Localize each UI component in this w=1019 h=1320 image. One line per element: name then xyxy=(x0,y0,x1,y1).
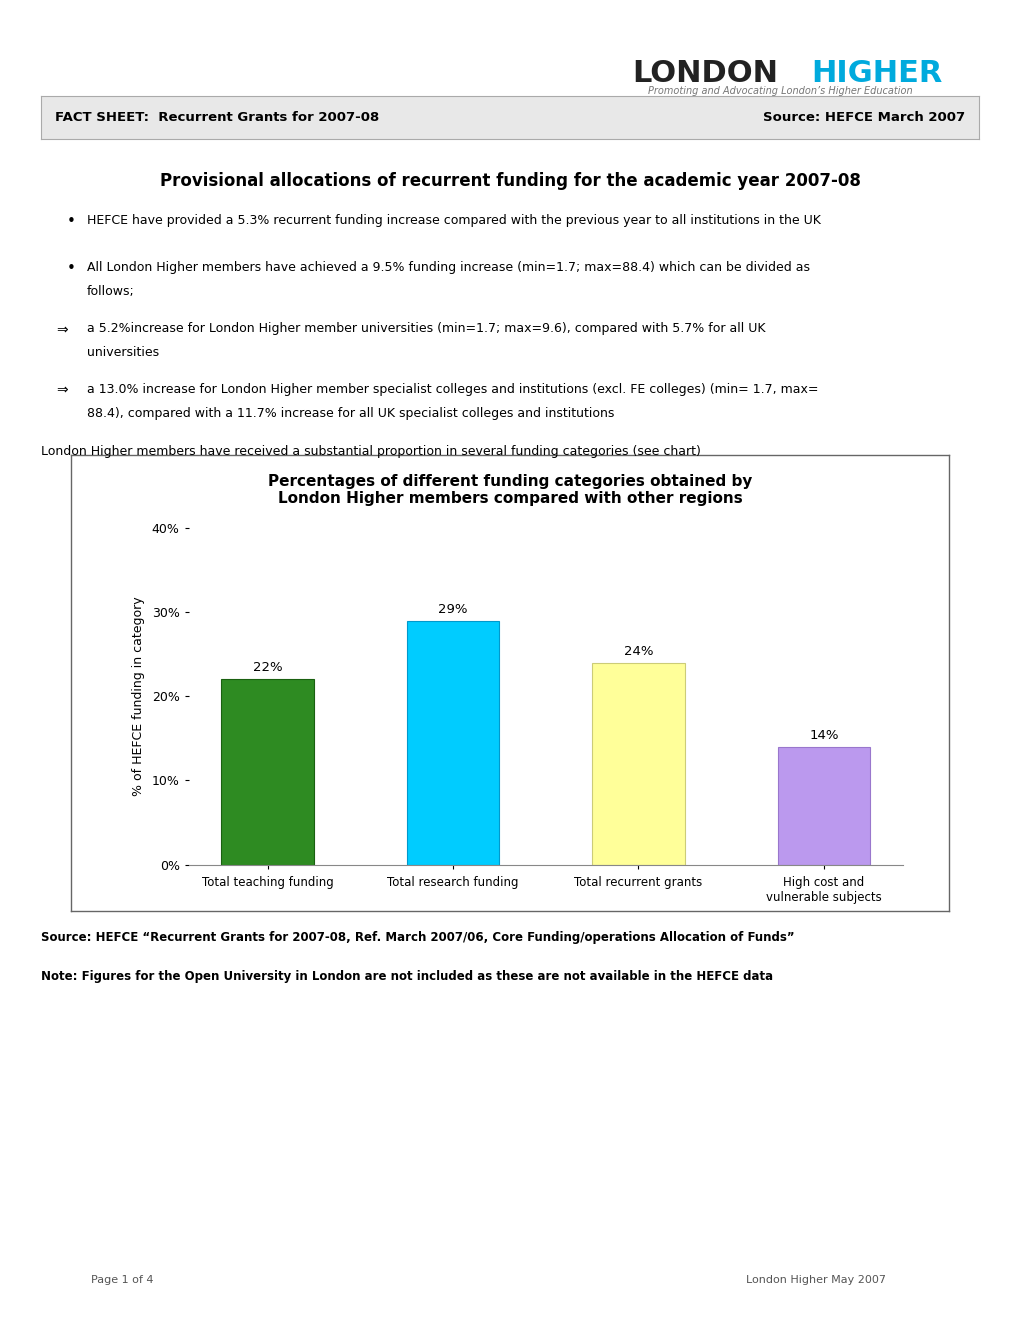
Text: Source: HEFCE March 2007: Source: HEFCE March 2007 xyxy=(762,111,964,124)
Text: FACT SHEET:  Recurrent Grants for 2007-08: FACT SHEET: Recurrent Grants for 2007-08 xyxy=(55,111,379,124)
Y-axis label: % of HEFCE funding in category: % of HEFCE funding in category xyxy=(131,597,145,796)
Text: Page 1 of 4: Page 1 of 4 xyxy=(91,1275,154,1286)
Text: 22%: 22% xyxy=(253,661,282,675)
Text: LONDON: LONDON xyxy=(632,59,777,88)
Text: 29%: 29% xyxy=(438,602,468,615)
Text: Source: HEFCE “Recurrent Grants for 2007-08, Ref. March 2007/06, Core Funding/op: Source: HEFCE “Recurrent Grants for 2007… xyxy=(41,931,794,944)
Text: follows;: follows; xyxy=(87,285,135,298)
Text: •: • xyxy=(67,261,75,276)
Text: ⇒: ⇒ xyxy=(56,383,67,397)
Bar xyxy=(591,663,684,865)
Text: a 5.2%increase for London Higher member universities (min=1.7; max=9.6), compare: a 5.2%increase for London Higher member … xyxy=(87,322,764,335)
Text: Percentages of different funding categories obtained by
London Higher members co: Percentages of different funding categor… xyxy=(268,474,751,506)
Bar xyxy=(407,620,499,865)
Text: 88.4), compared with a 11.7% increase for all UK specialist colleges and institu: 88.4), compared with a 11.7% increase fo… xyxy=(87,407,613,420)
Text: London Higher members have received a substantial proportion in several funding : London Higher members have received a su… xyxy=(41,445,700,458)
Text: Note: Figures for the Open University in London are not included as these are no: Note: Figures for the Open University in… xyxy=(41,970,772,983)
Text: HEFCE have provided a 5.3% recurrent funding increase compared with the previous: HEFCE have provided a 5.3% recurrent fun… xyxy=(87,214,819,227)
Text: ⇒: ⇒ xyxy=(56,322,67,337)
Text: a 13.0% increase for London Higher member specialist colleges and institutions (: a 13.0% increase for London Higher membe… xyxy=(87,383,817,396)
Text: London Higher May 2007: London Higher May 2007 xyxy=(745,1275,886,1286)
Text: 24%: 24% xyxy=(623,644,652,657)
Text: All London Higher members have achieved a 9.5% funding increase (min=1.7; max=88: All London Higher members have achieved … xyxy=(87,261,809,275)
Text: Promoting and Advocating London’s Higher Education: Promoting and Advocating London’s Higher… xyxy=(647,86,911,96)
Bar xyxy=(776,747,869,865)
Text: Provisional allocations of recurrent funding for the academic year 2007-08: Provisional allocations of recurrent fun… xyxy=(159,172,860,190)
Text: •: • xyxy=(67,214,75,228)
Text: universities: universities xyxy=(87,346,159,359)
Bar xyxy=(221,680,314,865)
Text: HIGHER: HIGHER xyxy=(810,59,942,88)
Text: 14%: 14% xyxy=(808,729,838,742)
